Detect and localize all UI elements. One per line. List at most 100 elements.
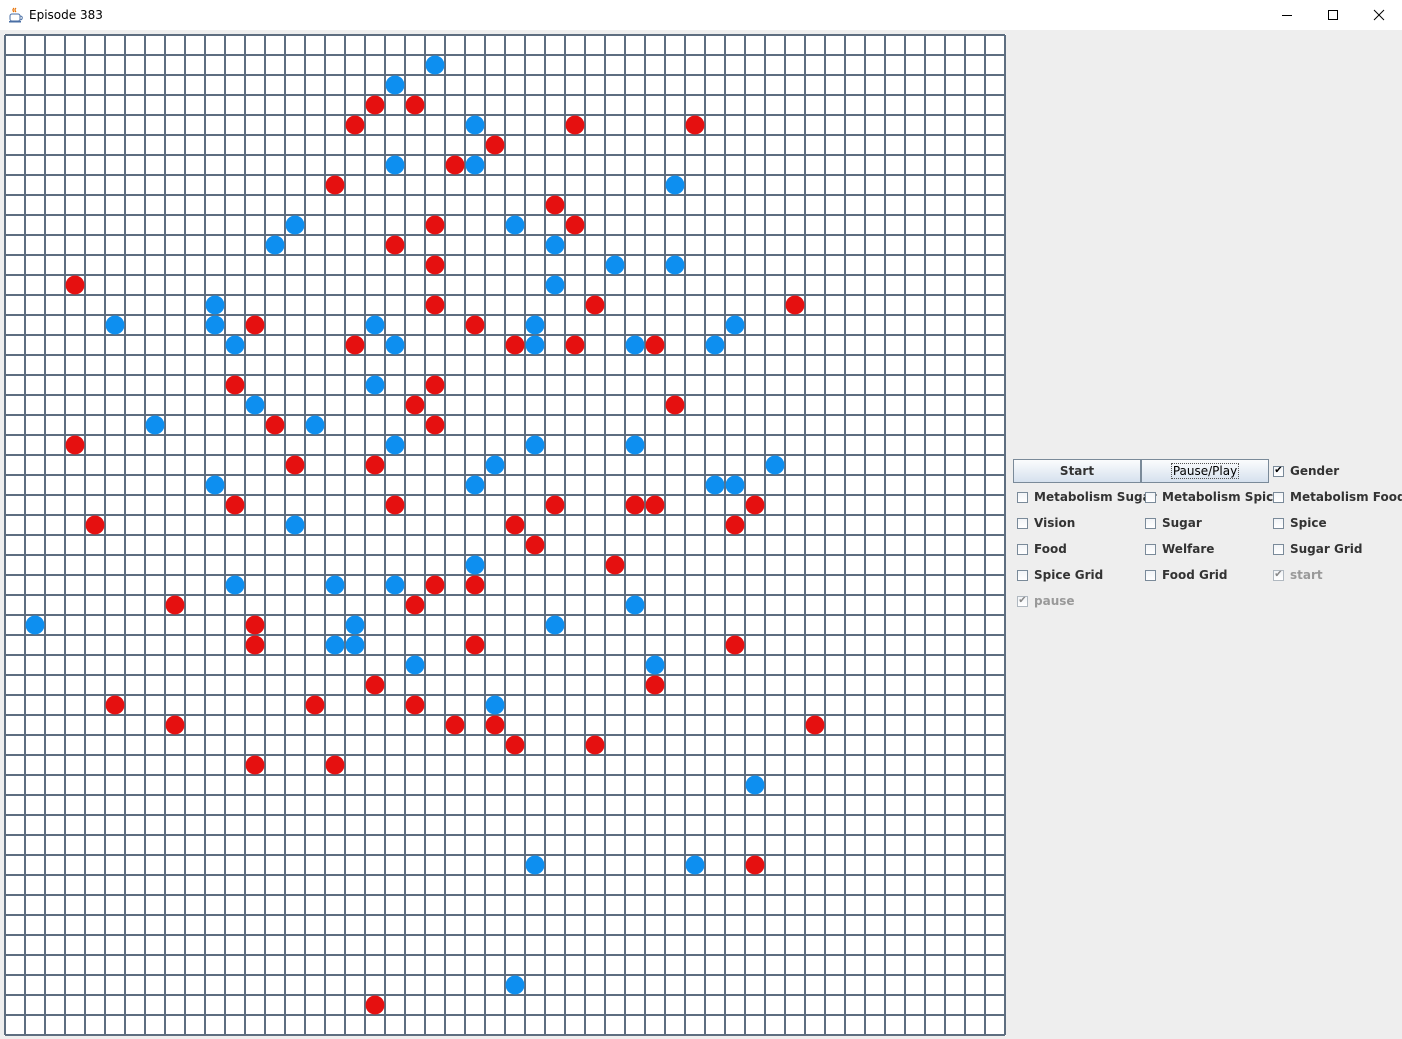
sugar-label: Sugar — [1162, 516, 1202, 530]
agent-blue — [605, 255, 625, 275]
java-cup-icon — [9, 7, 23, 23]
agent-blue — [545, 235, 565, 255]
minimize-button[interactable] — [1264, 0, 1310, 30]
agent-red — [605, 555, 625, 575]
agent-blue — [645, 655, 665, 675]
agent-red — [545, 495, 565, 515]
agent-red — [505, 515, 525, 535]
pause-checkbox[interactable]: ✔ pause — [1017, 593, 1075, 609]
food-label: Food — [1034, 542, 1067, 556]
agent-red — [365, 995, 385, 1015]
agent-blue — [345, 615, 365, 635]
grid-lines — [4, 34, 1006, 1036]
pause-play-button[interactable]: Pause/Play — [1141, 459, 1269, 483]
agent-red — [805, 715, 825, 735]
food-checkbox[interactable]: Food — [1017, 541, 1067, 557]
agent-blue — [725, 315, 745, 335]
window-title: Episode 383 — [29, 8, 103, 22]
agent-blue — [465, 555, 485, 575]
agent-blue — [385, 575, 405, 595]
agent-blue — [765, 455, 785, 475]
spice-label: Spice — [1290, 516, 1327, 530]
agent-blue — [345, 635, 365, 655]
agent-blue — [405, 655, 425, 675]
agent-red — [425, 575, 445, 595]
checkbox-box — [1145, 543, 1156, 555]
checkbox-box — [1017, 569, 1028, 581]
agent-red — [165, 595, 185, 615]
metabolism-sugar-label: Metabolism Sugar — [1034, 490, 1157, 504]
metabolism-spice-checkbox[interactable]: Metabolism Spice — [1145, 489, 1281, 505]
agent-blue — [485, 695, 505, 715]
agent-red — [645, 495, 665, 515]
checkbox-box — [1017, 517, 1028, 529]
gender-label: Gender — [1290, 464, 1340, 478]
agent-blue — [505, 975, 525, 995]
agent-blue — [525, 855, 545, 875]
agent-red — [625, 495, 645, 515]
agent-red — [405, 95, 425, 115]
agent-blue — [545, 615, 565, 635]
agent-red — [425, 255, 445, 275]
agent-red — [445, 715, 465, 735]
maximize-button[interactable] — [1310, 0, 1356, 30]
gender-checkbox[interactable]: ✔ Gender — [1273, 463, 1339, 479]
agent-red — [245, 315, 265, 335]
agent-blue — [685, 855, 705, 875]
spice-checkbox[interactable]: Spice — [1273, 515, 1327, 531]
agent-red — [365, 675, 385, 695]
spice-grid-checkbox[interactable]: Spice Grid — [1017, 567, 1103, 583]
metabolism-sugar-checkbox[interactable]: Metabolism Sugar — [1017, 489, 1157, 505]
agent-red — [285, 455, 305, 475]
agent-blue — [665, 255, 685, 275]
agent-blue — [305, 415, 325, 435]
agent-red — [665, 395, 685, 415]
title-bar: Episode 383 — [0, 0, 1402, 30]
vision-checkbox[interactable]: Vision — [1017, 515, 1075, 531]
checkbox-box — [1273, 491, 1284, 503]
sugar-grid-checkbox[interactable]: Sugar Grid — [1273, 541, 1362, 557]
metabolism-food-label: Metabolism Food — [1290, 490, 1402, 504]
checkbox-box — [1273, 543, 1284, 555]
welfare-checkbox[interactable]: Welfare — [1145, 541, 1214, 557]
agent-red — [245, 615, 265, 635]
agent-red — [645, 675, 665, 695]
agent-red — [425, 415, 445, 435]
checkbox-box — [1145, 569, 1156, 581]
agent-red — [585, 735, 605, 755]
checkbox-box: ✔ — [1273, 465, 1284, 477]
sugar-checkbox[interactable]: Sugar — [1145, 515, 1202, 531]
agent-blue — [625, 335, 645, 355]
grid-canvas — [4, 34, 1006, 1036]
agent-red — [425, 375, 445, 395]
metabolism-food-checkbox[interactable]: Metabolism Food — [1273, 489, 1402, 505]
checkbox-box: ✔ — [1273, 569, 1284, 581]
agent-blue — [625, 595, 645, 615]
agent-red — [105, 695, 125, 715]
agent-red — [325, 175, 345, 195]
checkbox-box — [1017, 543, 1028, 555]
start-button[interactable]: Start — [1013, 459, 1141, 483]
agent-red — [525, 535, 545, 555]
agent-red — [465, 575, 485, 595]
agent-blue — [385, 335, 405, 355]
sugar-grid-label: Sugar Grid — [1290, 542, 1363, 556]
agent-blue — [265, 235, 285, 255]
start-checkbox-label: start — [1290, 568, 1323, 582]
agent-blue — [205, 295, 225, 315]
food-grid-checkbox[interactable]: Food Grid — [1145, 567, 1227, 583]
agent-blue — [465, 475, 485, 495]
agent-red — [465, 635, 485, 655]
pause-play-button-label: Pause/Play — [1170, 463, 1240, 479]
agent-blue — [205, 315, 225, 335]
pause-checkbox-label: pause — [1034, 594, 1075, 608]
agent-red — [725, 635, 745, 655]
agent-blue — [365, 315, 385, 335]
agent-blue — [325, 635, 345, 655]
agent-red — [505, 735, 525, 755]
agent-blue — [385, 155, 405, 175]
agent-red — [745, 855, 765, 875]
start-checkbox[interactable]: ✔ start — [1273, 567, 1323, 583]
food-grid-label: Food Grid — [1162, 568, 1228, 582]
close-button[interactable] — [1356, 0, 1402, 30]
